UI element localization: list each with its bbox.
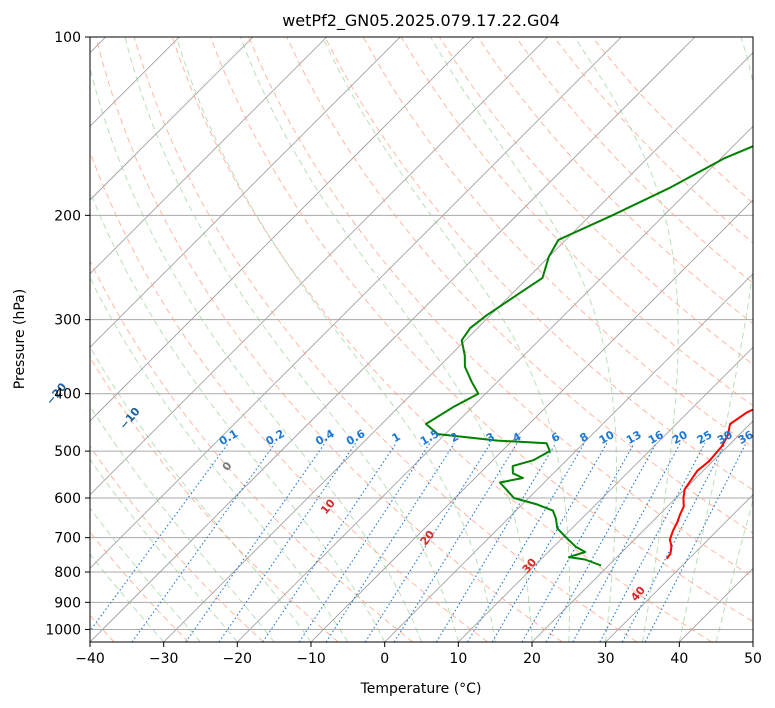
- moist-adiabat-line: [574, 37, 679, 642]
- mixing-ratio-line: [185, 442, 326, 642]
- moist-adiabat-line: [90, 65, 422, 642]
- moist-adiabat-line: [124, 37, 459, 642]
- isotherm-line: [531, 420, 753, 642]
- dry-adiabat-line: [90, 445, 264, 642]
- y-tick-label: 800: [54, 565, 81, 581]
- dry-adiabat-line: [90, 356, 339, 642]
- mixing-ratio-line: [599, 443, 706, 642]
- moist-adiabat-line: [90, 553, 165, 642]
- dry-adiabat-line: [171, 37, 712, 642]
- y-tick-label: 300: [54, 313, 81, 329]
- x-axis-ticks: −40 −30 −20 −10 0 10 20 30 40 50: [75, 642, 762, 667]
- y-tick-label: 500: [54, 444, 81, 460]
- mixing-ratio-line: [325, 442, 455, 642]
- isotherm-line: [90, 37, 254, 201]
- y-axis-label: Pressure (hPa): [12, 289, 28, 389]
- isotherm-line: [90, 37, 622, 569]
- isotherm-line: [90, 37, 475, 422]
- plot-frame: [89, 36, 754, 643]
- moist-adiabat-line: [239, 37, 533, 642]
- dewpoint-profile-line: [424, 145, 753, 567]
- isotherm-line: [605, 494, 753, 642]
- dry-adiabat-line: [248, 37, 753, 578]
- y-tick-label: 600: [54, 491, 81, 507]
- mixing-ratio-line: [545, 442, 657, 642]
- x-tick-label: −10: [296, 651, 326, 667]
- mixing-ratio-line: [90, 442, 229, 632]
- dry-adiabat-line: [90, 259, 414, 642]
- isotherm-line: [237, 125, 753, 642]
- dry-adiabat-line: [95, 37, 563, 642]
- chart-series: [424, 145, 753, 567]
- moist-adiabat-line: [715, 498, 753, 642]
- x-tick-label: −20: [223, 651, 253, 667]
- y-tick-label: 700: [54, 531, 81, 547]
- y-tick-label: 400: [54, 387, 81, 403]
- mixing-ratio-line: [621, 443, 726, 642]
- x-axis-label: Temperature (°C): [360, 681, 482, 697]
- x-tick-label: 40: [670, 651, 688, 667]
- dry-adiabat-line: [210, 37, 753, 623]
- x-tick-label: −40: [75, 651, 105, 667]
- isotherm-line: [90, 37, 401, 348]
- isotherm-line: [90, 37, 327, 275]
- y-tick-label: 100: [54, 30, 81, 46]
- chart-title: wetPf2_GN05.2025.079.17.22.G04: [282, 11, 560, 31]
- mixing-ratio-line: [131, 442, 276, 642]
- mixing-ratio-line: [218, 442, 357, 642]
- isotherm-line: [384, 273, 753, 642]
- x-tick-label: 20: [523, 651, 541, 667]
- y-tick-label: 1000: [45, 622, 81, 638]
- x-tick-label: −30: [149, 651, 179, 667]
- isotherm-line: [90, 37, 548, 496]
- moist-adiabat-line: [175, 37, 496, 642]
- moist-adiabat-line: [90, 405, 275, 642]
- moist-adiabat-line: [90, 276, 349, 642]
- dry-adiabat-line: [324, 37, 753, 491]
- moist-adiabat-line: [90, 189, 386, 642]
- isotherm-line: [163, 52, 753, 642]
- chart-grid: [90, 37, 753, 642]
- dry-adiabat-line: [133, 37, 638, 642]
- y-axis-ticks: 100 200 300 400 500 600 700 800 900 1000: [45, 30, 90, 638]
- x-tick-label: 50: [744, 651, 762, 667]
- moist-adiabat-line: [90, 507, 201, 642]
- x-tick-label: 30: [597, 651, 615, 667]
- mixing-ratio-line: [572, 443, 681, 642]
- mixing-ratio-line: [644, 443, 747, 642]
- x-tick-label: 10: [449, 651, 467, 667]
- mixing-ratio-line: [467, 442, 585, 642]
- mixing-ratio-line: [393, 442, 518, 642]
- moist-adiabat-line: [90, 345, 312, 642]
- moist-adiabat-line: [678, 37, 753, 642]
- temperature-profile-line: [665, 408, 753, 560]
- mixing-ratio-line: [364, 442, 491, 642]
- x-tick-label: 0: [380, 651, 389, 667]
- mixing-ratio-line: [435, 442, 557, 642]
- y-tick-label: 900: [54, 595, 81, 611]
- dry-adiabat-line: [515, 37, 753, 284]
- isotherm-line: [458, 346, 753, 642]
- moist-adiabat-line: [430, 37, 617, 642]
- y-tick-label: 200: [54, 208, 81, 224]
- moist-adiabat-line: [90, 458, 238, 642]
